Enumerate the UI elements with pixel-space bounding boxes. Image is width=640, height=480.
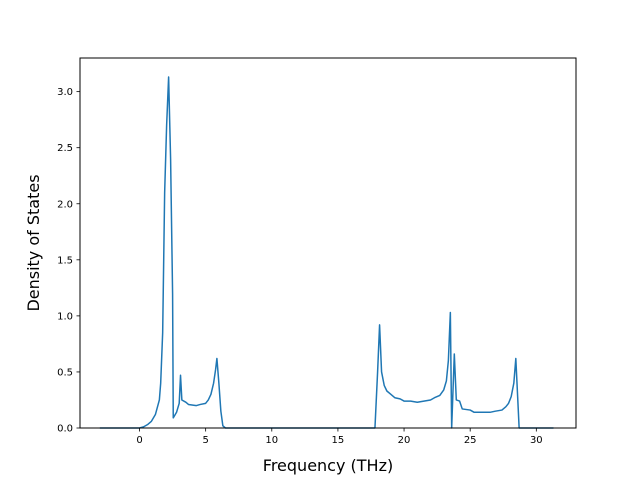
x-tick-label: 10 — [265, 435, 278, 446]
x-tick-label: 5 — [202, 435, 208, 446]
axes-frame — [79, 57, 577, 429]
x-tick-label: 20 — [398, 435, 411, 446]
y-tick-label: 3.0 — [57, 87, 73, 98]
x-axis-ticks: 0 5 10 15 20 25 30 — [136, 428, 543, 446]
plot-area — [99, 76, 554, 429]
y-tick-label: 1.5 — [57, 255, 73, 266]
dos-series-line — [99, 76, 554, 429]
y-tick-label: 0.5 — [57, 367, 73, 378]
x-tick-label: 30 — [530, 435, 543, 446]
y-tick-label: 0.0 — [57, 424, 73, 435]
y-tick-label: 2.5 — [57, 143, 73, 154]
x-axis-label: Frequency (THz) — [263, 456, 393, 475]
y-axis-ticks: 0.0 0.5 1.0 1.5 2.0 2.5 3.0 — [57, 87, 80, 435]
y-tick-label: 1.0 — [57, 311, 73, 322]
x-tick-label: 0 — [136, 435, 142, 446]
x-tick-label: 15 — [332, 435, 345, 446]
x-tick-label: 25 — [464, 435, 477, 446]
y-axis-label: Density of States — [24, 174, 43, 311]
y-tick-label: 2.0 — [57, 199, 73, 210]
